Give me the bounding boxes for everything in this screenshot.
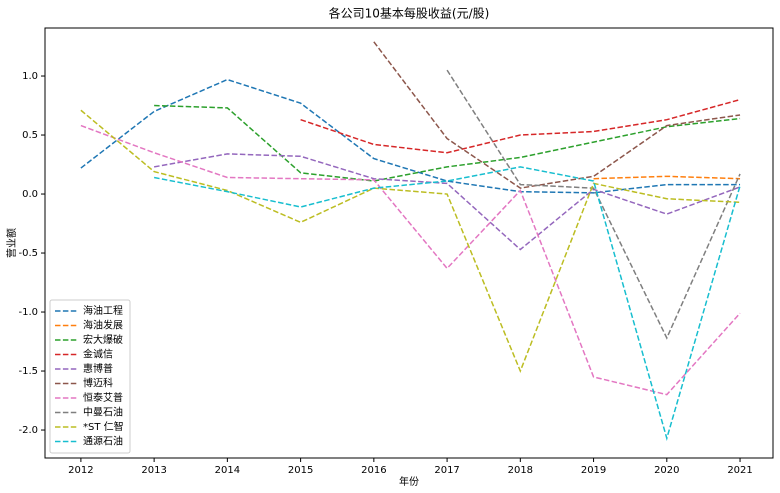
legend-label: 通源石油 <box>83 435 123 448</box>
y-tick-label: 0.5 <box>22 130 38 141</box>
x-axis-label: 年份 <box>399 475 419 488</box>
y-tick-label: -0.5 <box>18 248 38 259</box>
x-tick-label: 2019 <box>581 465 606 476</box>
series-line <box>80 78 741 194</box>
x-tick-label: 2020 <box>654 465 679 476</box>
x-tick-label: 2017 <box>434 465 459 476</box>
chart-title: 各公司10基本每股收益(元/股) <box>329 6 490 21</box>
legend-label: *ST 仁智 <box>83 420 124 433</box>
legend-label: 金诚信 <box>83 348 113 361</box>
x-tick-label: 2015 <box>288 465 313 476</box>
series-line <box>154 104 741 182</box>
x-tick-label: 2012 <box>68 465 93 476</box>
series-line <box>446 69 741 340</box>
y-tick-label: -1.0 <box>18 307 38 318</box>
legend-label: 海油工程 <box>83 304 123 317</box>
legend-label: 海油发展 <box>83 319 123 332</box>
y-tick-label: 0.0 <box>22 189 38 200</box>
y-tick-label: -1.5 <box>18 366 38 377</box>
legend-label: 博迈科 <box>83 377 113 390</box>
x-tick-label: 2014 <box>215 465 240 476</box>
series-line <box>80 124 741 396</box>
x-tick-label: 2013 <box>141 465 166 476</box>
series-line <box>300 98 741 154</box>
x-tick-label: 2021 <box>727 465 752 476</box>
series-line <box>153 166 741 442</box>
plot-frame <box>44 27 774 459</box>
legend-label: 中曼石油 <box>83 406 123 419</box>
y-axis-label: 营业额 <box>5 228 18 258</box>
x-tick-label: 2018 <box>508 465 533 476</box>
series-line <box>593 175 741 180</box>
legend-label: 恒泰艾普 <box>83 391 123 404</box>
y-tick-label: -2.0 <box>18 425 38 436</box>
legend-box <box>49 299 131 454</box>
series-line <box>373 41 741 189</box>
x-tick-label: 2016 <box>361 465 386 476</box>
series-line <box>80 109 741 374</box>
series-line <box>153 153 741 251</box>
legend-label: 宏大爆破 <box>83 333 123 346</box>
legend-label: 惠博普 <box>83 362 113 375</box>
y-tick-label: 1.0 <box>22 71 38 82</box>
